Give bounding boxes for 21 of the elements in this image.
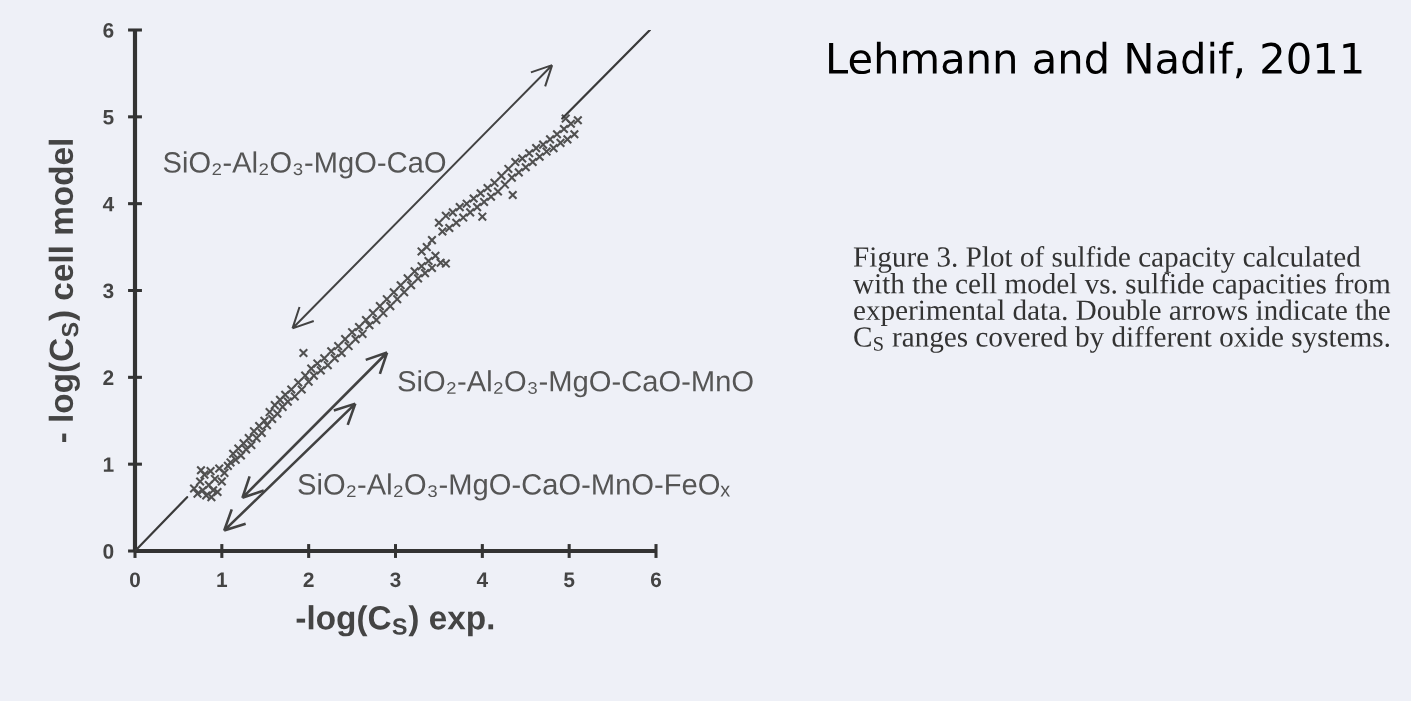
y-tick-label: 6 [103, 23, 114, 38]
y-tick-label: 1 [103, 457, 114, 472]
x-axis-title: -log(C$_{S}$) exp. [296, 605, 494, 637]
y-axis-title: - log(C$_{S}$) cell model [48, 140, 80, 443]
x-tick-label: 4 [476, 572, 489, 587]
y-tick-label: 5 [103, 110, 114, 125]
y-tick-label: 4 [102, 196, 115, 212]
x-tick-label: 3 [390, 572, 401, 588]
x-tick-label: 5 [564, 572, 575, 588]
annotation: SiO₂-Al₂O₃-MgO-CaO-MnO [398, 370, 753, 398]
x-tick-label: 0 [130, 572, 140, 588]
caption: Figure 3. Plot of sulfide capacity calculated with the cell model vs. sulfide capacities from experimental data. Double arrows indicate the C$_{S}$ ranges covered by different oxide systems. [853, 246, 1391, 353]
y-tick-label: 3 [103, 283, 114, 299]
x-tick-label: 2 [303, 572, 314, 587]
annotation: SiO₂-Al₂O₃-MgO-CaO [163, 151, 446, 179]
y-tick-label: 0 [103, 544, 114, 559]
text: Lehmann and Nadif, 2011 [829, 41, 1362, 79]
x-tick-label: 6 [650, 572, 662, 588]
y-tick-label: 2 [103, 370, 114, 385]
x-tick-label: 1 [217, 572, 228, 587]
annotation: SiO₂-Al₂O₃-MgO-CaO-MnO-FeOₓ [298, 473, 730, 501]
